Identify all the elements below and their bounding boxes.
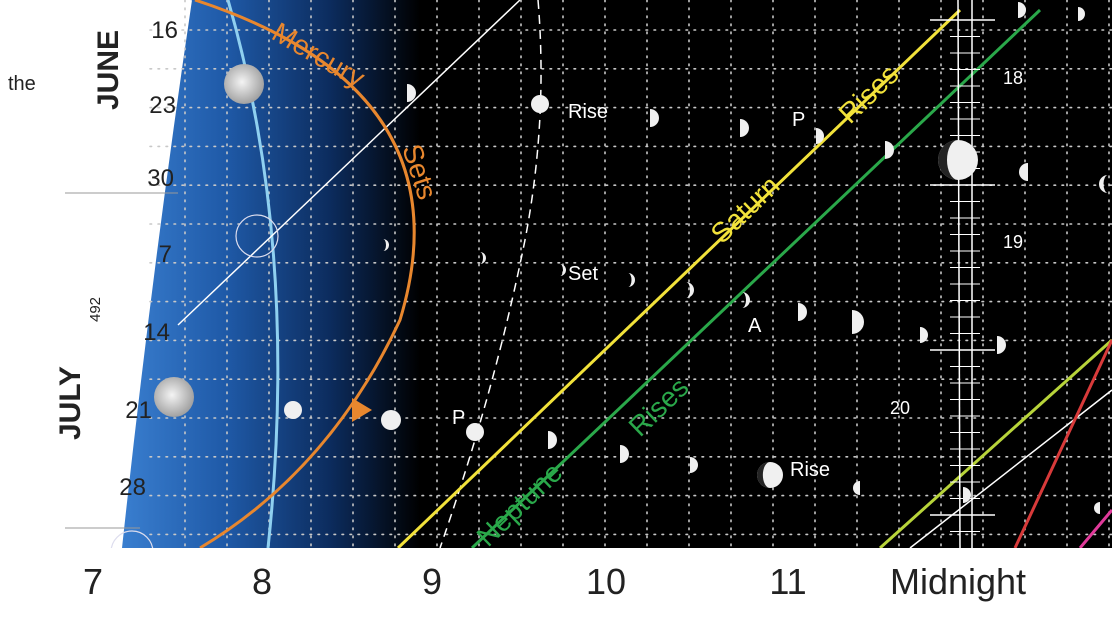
mercury-sets-curve (194, 0, 416, 550)
hour-tick: 10 (586, 561, 626, 602)
margin-text: the (8, 73, 36, 95)
date-tick: 16 (151, 17, 178, 44)
planet-line-olive (878, 338, 1112, 550)
crescent-moon-icon (480, 252, 486, 264)
half-moon-icon (690, 457, 698, 473)
mercury-marker (352, 398, 372, 422)
moon-phases (110, 2, 1108, 574)
date-margin (0, 0, 190, 548)
date-tick: 21 (125, 397, 152, 424)
crescent-moon-icon (742, 292, 750, 308)
crescent-moon-icon (628, 273, 635, 287)
date-tick: 7 (159, 241, 172, 268)
sidereal-scale (930, 0, 995, 549)
date-tick: 28 (119, 474, 146, 501)
half-moon-icon (548, 431, 557, 449)
crescent-moon-icon (686, 282, 694, 298)
planet-dot-icon (466, 423, 484, 441)
half-moon-icon (1019, 163, 1028, 181)
sidereal-label: 18 (1003, 68, 1023, 88)
crescent-moon-icon (1099, 175, 1108, 193)
half-moon-icon (1018, 2, 1026, 18)
apogee-mark: A (748, 315, 762, 337)
grid (149, 0, 1112, 548)
half-moon-icon (740, 119, 749, 137)
month-july: JULY (54, 366, 87, 440)
neptune-rises-line (470, 8, 1042, 550)
half-moon-icon (997, 336, 1006, 354)
hour-axis-band (0, 548, 1112, 619)
half-moon-icon (920, 327, 928, 343)
date-tick: 30 (147, 165, 174, 192)
saturn-rises-line (396, 8, 962, 550)
half-moon-icon (407, 84, 416, 102)
planet-dot-icon (284, 401, 302, 419)
perigee-mark: P (792, 109, 805, 131)
half-moon-icon (963, 487, 971, 503)
moon-shadow (938, 140, 958, 180)
half-moon-icon (798, 303, 807, 321)
planet-line-red (1013, 339, 1112, 549)
half-moon-icon (816, 128, 824, 144)
planet-dot-icon (381, 410, 401, 430)
half-moon-icon (852, 310, 864, 334)
reference-line (177, 0, 521, 326)
dashed-track (439, 0, 542, 549)
hour-axis: 7 8 9 10 11 Midnight (83, 561, 1026, 602)
moon-shadow (757, 462, 770, 488)
half-moon-icon (1078, 7, 1085, 21)
hour-tick: Midnight (890, 561, 1026, 602)
sidereal-label: 20 (890, 398, 910, 418)
half-moon-icon (620, 445, 629, 463)
twilight-band (120, 0, 420, 548)
date-tick: 23 (149, 92, 176, 119)
half-moon-icon (885, 141, 894, 159)
date-ticks: 16 23 30 7 14 21 28 (119, 17, 178, 501)
planet-dot-icon (531, 95, 549, 113)
moon-set-label: Set (568, 263, 598, 285)
planet-line-magenta (1078, 509, 1112, 549)
moon-rise-label: Rise (568, 101, 608, 123)
full-moon-icon (224, 64, 264, 104)
planet-line-white (909, 389, 1112, 549)
new-moon-icon (235, 214, 279, 258)
month-june: JUNE (92, 30, 125, 110)
page-number: 492 (87, 297, 104, 322)
moon-rise-label: Rise (790, 459, 830, 481)
crescent-moon-icon (383, 239, 389, 251)
perigee-mark: P (452, 407, 465, 429)
margin-edge (118, 0, 192, 549)
half-moon-icon (650, 109, 659, 127)
hour-tick: 7 (83, 561, 103, 602)
full-moon-icon (154, 377, 194, 417)
half-moon-icon (1094, 502, 1100, 514)
hour-tick: 9 (422, 561, 442, 602)
hour-tick: 8 (252, 561, 272, 602)
crescent-moon-icon (560, 264, 566, 276)
date-tick: 14 (143, 319, 170, 346)
hour-tick: 11 (769, 561, 806, 602)
half-moon-icon (853, 481, 860, 495)
sidereal-label: 19 (1003, 232, 1023, 252)
